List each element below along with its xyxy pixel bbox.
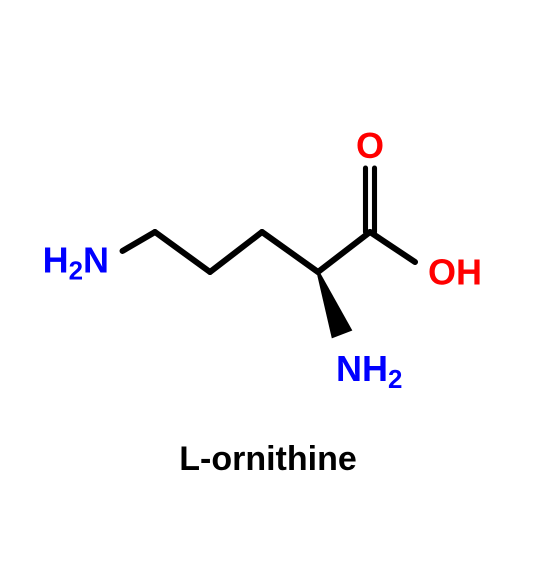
wedges: [317, 271, 353, 338]
atom-Oh: OH: [428, 252, 482, 293]
molecule-diagram: H2N O OH NH2 L-ornithine: [0, 0, 536, 570]
wedge-bond: [317, 271, 353, 338]
molecule-caption: L-ornithine: [179, 440, 357, 478]
bonds: [123, 168, 415, 272]
atom-N1: H2N: [43, 240, 109, 286]
atom-N2: NH2: [336, 348, 402, 394]
atom-Od: O: [356, 125, 384, 166]
